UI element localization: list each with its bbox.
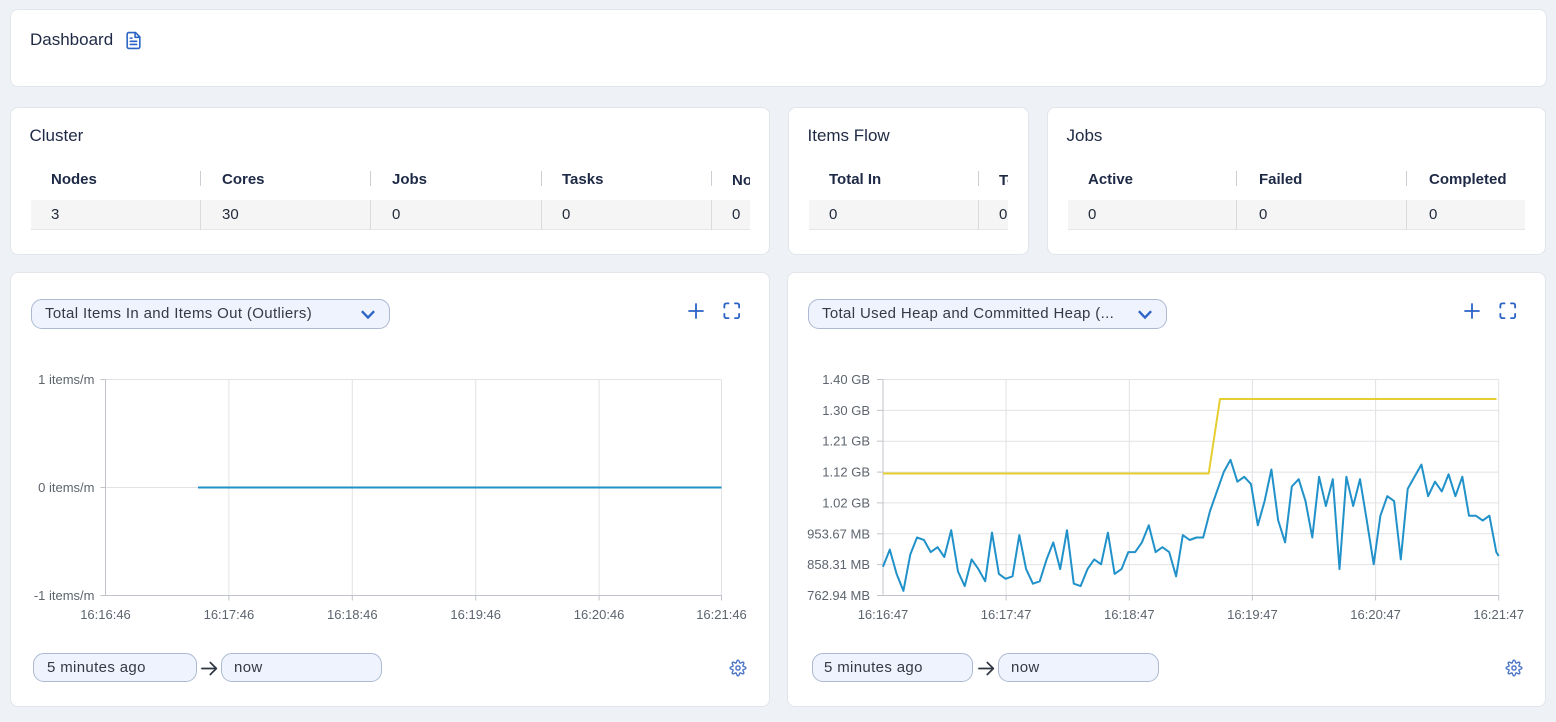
svg-text:16:19:47: 16:19:47 bbox=[1227, 607, 1278, 622]
svg-text:16:20:47: 16:20:47 bbox=[1350, 607, 1401, 622]
svg-text:16:21:46: 16:21:46 bbox=[696, 607, 747, 622]
svg-text:16:16:46: 16:16:46 bbox=[80, 607, 131, 622]
svg-text:1 items/m: 1 items/m bbox=[38, 372, 94, 387]
svg-text:16:21:47: 16:21:47 bbox=[1473, 607, 1524, 622]
svg-text:16:19:46: 16:19:46 bbox=[450, 607, 501, 622]
svg-text:-1 items/m: -1 items/m bbox=[34, 588, 95, 603]
svg-text:1.40 GB: 1.40 GB bbox=[822, 372, 870, 387]
svg-text:1.02 GB: 1.02 GB bbox=[822, 495, 870, 510]
svg-text:953.67 MB: 953.67 MB bbox=[807, 526, 870, 541]
svg-text:1.21 GB: 1.21 GB bbox=[822, 434, 870, 449]
svg-text:16:17:46: 16:17:46 bbox=[204, 607, 255, 622]
svg-text:16:18:47: 16:18:47 bbox=[1104, 607, 1155, 622]
svg-text:1.30 GB: 1.30 GB bbox=[822, 403, 870, 418]
svg-text:16:17:47: 16:17:47 bbox=[981, 607, 1032, 622]
svg-text:0 items/m: 0 items/m bbox=[38, 480, 94, 495]
svg-text:16:16:47: 16:16:47 bbox=[858, 607, 909, 622]
svg-text:16:20:46: 16:20:46 bbox=[574, 607, 625, 622]
svg-text:16:18:46: 16:18:46 bbox=[327, 607, 378, 622]
svg-text:1.12 GB: 1.12 GB bbox=[822, 465, 870, 480]
svg-text:762.94 MB: 762.94 MB bbox=[807, 588, 870, 603]
svg-text:858.31 MB: 858.31 MB bbox=[807, 557, 870, 572]
